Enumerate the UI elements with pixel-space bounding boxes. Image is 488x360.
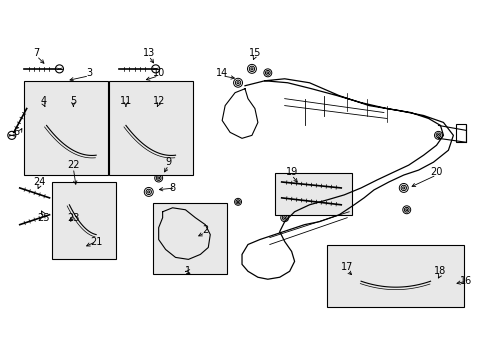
Text: 24: 24 bbox=[33, 177, 46, 187]
Text: 18: 18 bbox=[433, 266, 446, 276]
Text: 6: 6 bbox=[14, 127, 20, 138]
Text: 9: 9 bbox=[165, 157, 171, 167]
Bar bbox=[455, 125, 466, 142]
Text: 20: 20 bbox=[429, 167, 442, 177]
Text: 15: 15 bbox=[248, 48, 261, 58]
Text: 5: 5 bbox=[70, 96, 76, 105]
Text: 8: 8 bbox=[169, 183, 175, 193]
Text: 25: 25 bbox=[37, 213, 50, 223]
Text: 21: 21 bbox=[90, 237, 102, 247]
Text: 4: 4 bbox=[41, 96, 46, 105]
Text: 16: 16 bbox=[459, 276, 471, 286]
Bar bbox=[24, 81, 108, 175]
Text: 22: 22 bbox=[67, 160, 80, 170]
Text: 1: 1 bbox=[185, 266, 191, 276]
Text: 11: 11 bbox=[120, 96, 132, 105]
Text: 7: 7 bbox=[33, 48, 40, 58]
Text: 14: 14 bbox=[216, 68, 228, 78]
Bar bbox=[109, 81, 193, 175]
Text: 13: 13 bbox=[142, 48, 155, 58]
Bar bbox=[152, 203, 226, 274]
Text: 12: 12 bbox=[152, 96, 164, 105]
Text: 19: 19 bbox=[285, 167, 297, 177]
Text: 10: 10 bbox=[152, 68, 164, 78]
Text: 17: 17 bbox=[340, 262, 353, 272]
Bar bbox=[326, 246, 463, 307]
Bar bbox=[51, 182, 116, 260]
Text: 3: 3 bbox=[86, 68, 92, 78]
Bar bbox=[274, 173, 351, 215]
Text: 2: 2 bbox=[202, 225, 208, 235]
Text: 23: 23 bbox=[67, 213, 80, 223]
